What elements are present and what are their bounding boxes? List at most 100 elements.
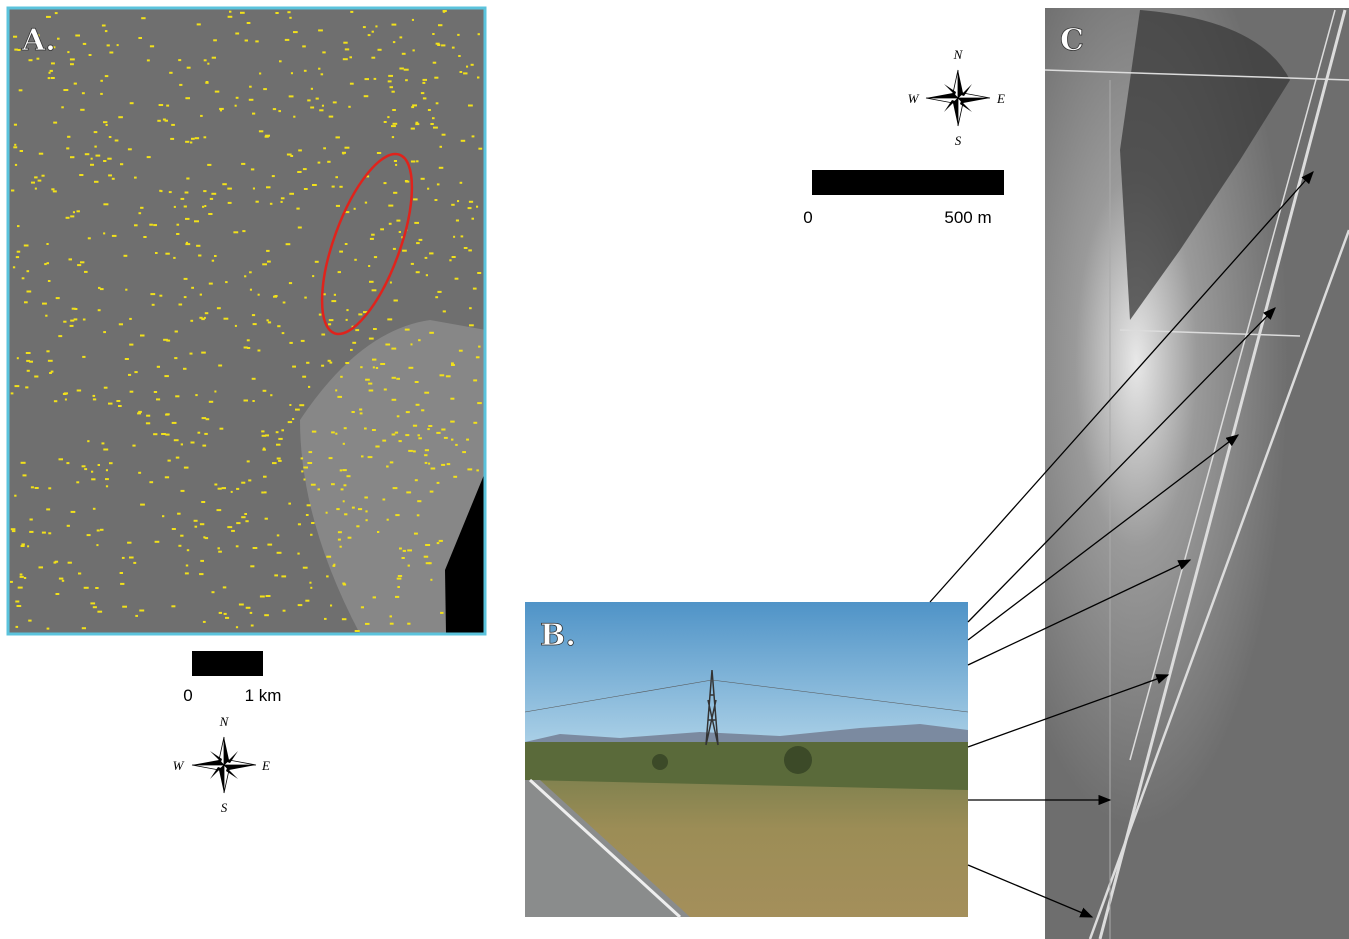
speckle (270, 203, 273, 205)
speckle (366, 519, 368, 521)
speckle (338, 271, 341, 273)
speckle (94, 131, 98, 133)
speckle (46, 243, 48, 245)
speckle (279, 60, 282, 62)
speckle (183, 368, 187, 370)
speckle (392, 24, 397, 26)
speckle (286, 243, 291, 245)
speckle (65, 399, 67, 401)
speckle (264, 491, 267, 493)
speckle (399, 440, 402, 442)
speckle (240, 12, 245, 14)
speckle (176, 233, 179, 235)
speckle (91, 478, 95, 480)
speckle (173, 257, 175, 259)
speckle (352, 342, 356, 344)
speckle (247, 22, 251, 24)
speckle (59, 458, 64, 460)
speckle (469, 201, 473, 203)
speckle (418, 339, 421, 341)
speckle (395, 514, 399, 516)
speckle (335, 389, 337, 391)
speckle (301, 470, 303, 472)
speckle (289, 193, 294, 195)
speckle (245, 40, 248, 42)
speckle (468, 105, 473, 107)
speckle (29, 59, 33, 61)
speckle (253, 547, 258, 549)
speckle (363, 26, 366, 28)
speckle (82, 356, 85, 358)
speckle (443, 310, 446, 312)
speckle (27, 291, 32, 293)
speckle (374, 78, 377, 80)
speckle (411, 106, 414, 108)
speckle (18, 587, 23, 589)
speckle (14, 49, 18, 51)
speckle (427, 428, 430, 430)
speckle (441, 44, 445, 46)
panel-label: A. (21, 23, 56, 58)
speckle (199, 317, 202, 319)
speckle (63, 89, 68, 91)
speckle (298, 227, 302, 229)
speckle (185, 243, 190, 245)
speckle (171, 124, 175, 126)
speckle (384, 182, 387, 184)
speckle (97, 611, 102, 613)
speckle (372, 429, 376, 431)
speckle (466, 66, 468, 68)
speckle (478, 33, 480, 35)
speckle (460, 182, 463, 184)
speckle (184, 296, 187, 298)
speckle (93, 398, 96, 400)
speckle (390, 615, 393, 617)
speckle (204, 205, 206, 207)
speckle (477, 402, 482, 404)
speckle (165, 253, 169, 255)
speckle (55, 12, 58, 14)
speckle (155, 252, 158, 254)
speckle (98, 309, 101, 311)
speckle (340, 469, 342, 471)
speckle (296, 208, 299, 210)
speckle (384, 121, 387, 123)
speckle (318, 488, 321, 490)
speckle (312, 431, 316, 433)
speckle (252, 113, 255, 115)
speckle (22, 277, 25, 279)
speckle (203, 621, 206, 623)
speckle (100, 93, 103, 95)
speckle (429, 562, 432, 564)
speckle (24, 577, 26, 579)
speckle (390, 86, 394, 88)
speckle (287, 11, 290, 13)
speckle (471, 64, 474, 66)
speckle (16, 626, 19, 628)
speckle (31, 486, 34, 488)
speckle (227, 526, 232, 528)
speckle (261, 430, 264, 432)
speckle (137, 412, 141, 414)
speckle (375, 25, 377, 27)
speckle (149, 224, 153, 226)
speckle (253, 323, 257, 325)
speckle (290, 155, 293, 157)
speckle (354, 259, 357, 261)
speckle (405, 434, 409, 436)
speckle (326, 575, 329, 577)
speckle (455, 444, 458, 446)
speckle (372, 31, 374, 33)
speckle (17, 357, 19, 359)
speckle (416, 404, 420, 406)
speckle (392, 109, 396, 111)
speckle (402, 250, 407, 252)
speckle (180, 535, 183, 537)
speckle (425, 257, 428, 259)
speckle (75, 35, 80, 37)
speckle (402, 53, 406, 55)
speckle (265, 518, 268, 520)
speckle (37, 58, 40, 60)
speckle (48, 280, 51, 282)
speckle (373, 596, 376, 598)
